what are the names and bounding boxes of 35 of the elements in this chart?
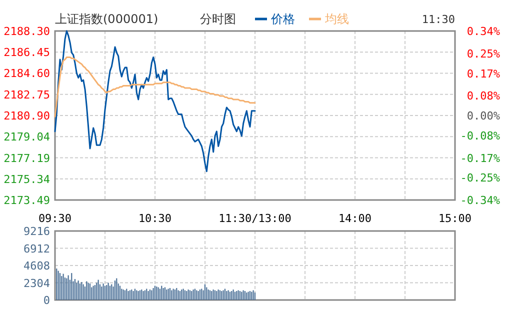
y2-tick-label: 0.17% xyxy=(466,67,500,80)
x-tick-label: 14:00 xyxy=(338,212,372,225)
y-tick-label: 2184.60 xyxy=(4,67,50,80)
y2-tick-label: -0.34% xyxy=(460,194,500,207)
y-tick-label: 2304 xyxy=(24,276,50,290)
line-series xyxy=(54,56,256,118)
x-tick-label: 11:30/13:00 xyxy=(218,212,292,225)
y-tick-label: 2173.49 xyxy=(4,194,50,207)
chart-subtitle: 分时图 xyxy=(200,12,236,26)
y2-tick-label: 0.34% xyxy=(466,25,500,38)
y2-tick-label: 0.25% xyxy=(466,47,500,60)
chart-title: 上证指数(000001) xyxy=(55,12,158,26)
x-tick-label: 10:30 xyxy=(138,212,172,225)
y-tick-label: 4608 xyxy=(24,260,50,272)
y-tick-label: 2188.30 xyxy=(4,25,50,38)
y2-tick-label: -0.17% xyxy=(460,152,500,165)
legend-label: 价格 xyxy=(270,12,295,26)
y2-tick-label: -0.08% xyxy=(460,129,500,142)
y-tick-label: 6912 xyxy=(24,242,50,256)
legend-label: 均线 xyxy=(324,12,349,26)
y-tick-label: 2182.75 xyxy=(4,88,50,102)
y-tick-label: 0 xyxy=(43,294,50,307)
y-tick-label: 2177.19 xyxy=(4,152,50,165)
y2-tick-label: 0.08% xyxy=(466,90,500,103)
y-tick-label: 2179.04 xyxy=(4,130,50,144)
y-tick-label: 2180.90 xyxy=(4,109,50,122)
text: 11:30 xyxy=(422,13,455,26)
x-tick-label: 15:00 xyxy=(438,212,472,225)
y2-tick-label: 0.00% xyxy=(466,110,500,122)
y-tick-label: 2175.34 xyxy=(4,172,50,186)
y-tick-label: 9216 xyxy=(24,225,50,238)
y-tick-label: 2186.45 xyxy=(4,46,50,60)
y2-tick-label: -0.25% xyxy=(460,172,500,185)
line-series xyxy=(54,30,256,172)
x-tick-label: 09:30 xyxy=(38,212,72,225)
